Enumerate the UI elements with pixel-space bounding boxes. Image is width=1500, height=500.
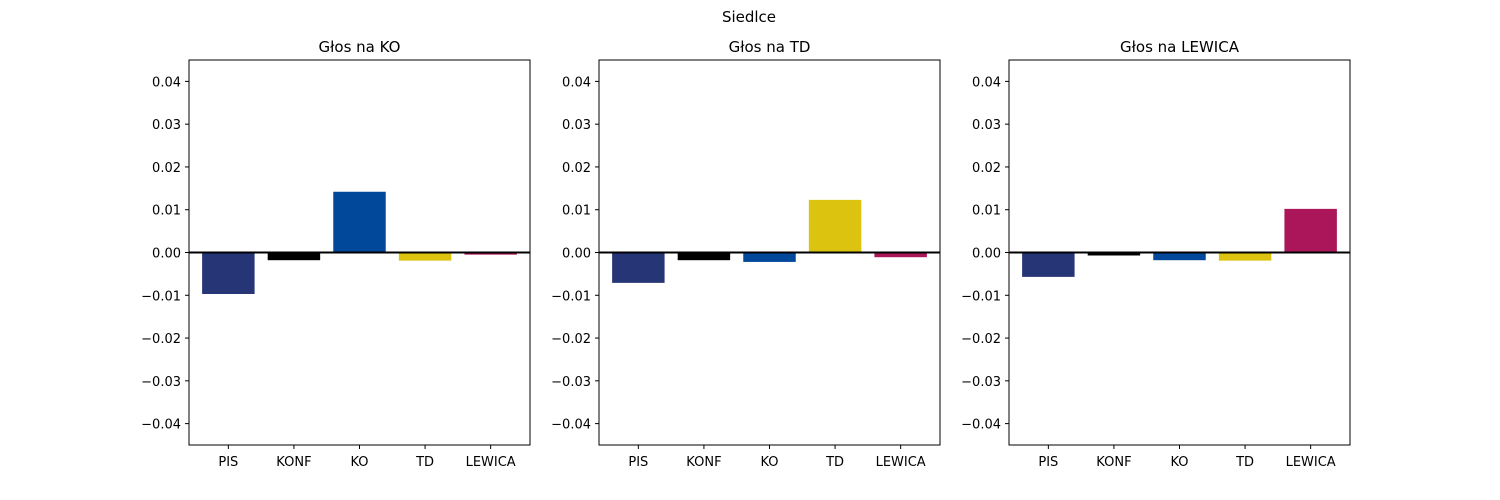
x-tick-label: TD: [1235, 455, 1254, 470]
y-tick-label: −0.01: [141, 289, 181, 304]
y-tick-label: 0.04: [562, 75, 591, 90]
bar-konf: [267, 252, 321, 261]
y-tick-label: 0.00: [152, 247, 181, 262]
bar-td: [808, 199, 862, 253]
bar-pis: [1022, 252, 1075, 277]
y-tick-label: −0.03: [141, 375, 181, 390]
y-tick-label: 0.04: [972, 75, 1001, 90]
y-tick-label: −0.02: [141, 332, 181, 347]
x-tick-label: KONF: [1096, 455, 1131, 470]
y-tick-label: 0.02: [972, 161, 1001, 176]
y-tick-label: 0.00: [562, 247, 591, 262]
y-tick-label: 0.01: [562, 204, 591, 219]
bar-ko: [333, 191, 386, 253]
x-tick-label: TD: [825, 455, 844, 470]
subplot-2: Głos na TD PIS KONF KO TD LEWICA −0.04 −0.03 −0.…: [551, 38, 941, 470]
x-tick-label: TD: [415, 455, 434, 470]
y-tick-label: −0.02: [961, 332, 1001, 347]
bar-lewica: [464, 252, 517, 255]
x-tick-label: PIS: [1038, 455, 1058, 470]
subplots: Głos na KO PIS KONF KO TD LEWICA −0.04 −0.03 −0.…: [141, 38, 1351, 470]
y-tick-label: 0.03: [562, 118, 591, 133]
subplot-3: Głos na LEWICA PIS KONF KO TD LEWICA −0.04 −0.0…: [961, 38, 1351, 470]
axes-frame: [188, 59, 531, 446]
subplot-1: Głos na KO PIS KONF KO TD LEWICA −0.04 −0.03 −0.…: [141, 38, 531, 470]
y-tick-label: 0.04: [152, 75, 181, 90]
bar-lewica: [1284, 208, 1337, 253]
x-tick-label: PIS: [218, 455, 238, 470]
x-tick-label: KO: [1170, 455, 1188, 470]
bar-pis: [202, 252, 255, 294]
bar-konf: [1087, 252, 1141, 256]
x-tick-label: LEWICA: [466, 455, 516, 470]
x-tick-label: LEWICA: [876, 455, 926, 470]
bar-td: [1218, 252, 1272, 261]
bar-td: [398, 252, 452, 261]
y-tick-label: 0.01: [972, 204, 1001, 219]
bar-ko: [743, 252, 796, 262]
figure-title: Siedlce: [722, 8, 776, 26]
bar-konf: [677, 252, 731, 261]
y-tick-label: 0.03: [972, 118, 1001, 133]
y-tick-label: 0.01: [152, 204, 181, 219]
y-tick-label: −0.01: [551, 289, 591, 304]
bar-ko: [1153, 252, 1206, 261]
x-tick-label: LEWICA: [1286, 455, 1336, 470]
y-tick-label: 0.02: [562, 161, 591, 176]
x-tick-label: PIS: [628, 455, 648, 470]
axes-frame: [1008, 59, 1351, 446]
y-tick-label: −0.02: [551, 332, 591, 347]
y-tick-label: −0.04: [551, 418, 591, 433]
subplot-title: Głos na TD: [729, 38, 811, 56]
x-tick-label: KO: [350, 455, 368, 470]
x-tick-label: KO: [760, 455, 778, 470]
y-tick-label: −0.04: [141, 418, 181, 433]
subplot-title: Głos na LEWICA: [1120, 38, 1240, 56]
x-tick-label: KONF: [276, 455, 311, 470]
y-tick-label: −0.04: [961, 418, 1001, 433]
y-tick-label: 0.02: [152, 161, 181, 176]
subplot-title: Głos na KO: [319, 38, 401, 56]
y-tick-label: −0.03: [551, 375, 591, 390]
axes-frame: [598, 59, 941, 446]
bar-lewica: [874, 252, 927, 258]
y-tick-label: 0.00: [972, 247, 1001, 262]
bar-pis: [612, 252, 665, 283]
y-tick-label: 0.03: [152, 118, 181, 133]
y-tick-label: −0.01: [961, 289, 1001, 304]
y-tick-label: −0.03: [961, 375, 1001, 390]
x-tick-label: KONF: [686, 455, 721, 470]
